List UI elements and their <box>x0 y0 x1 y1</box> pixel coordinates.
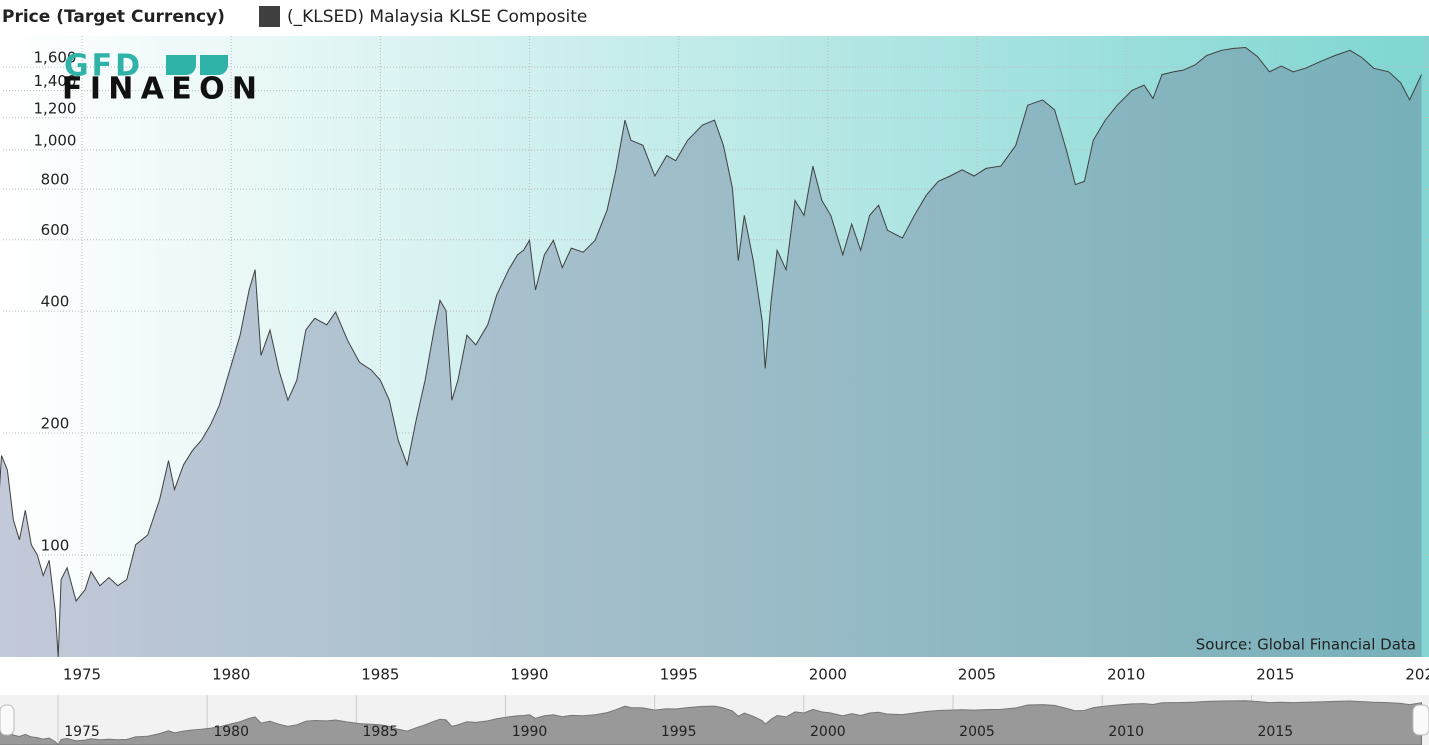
navigator-tick-label: 2015 <box>1258 724 1294 740</box>
y-tick-label: 600 <box>41 221 70 239</box>
legend-swatch[interactable] <box>259 6 280 27</box>
x-tick-label: 1975 <box>63 666 101 684</box>
x-tick-label: 2020 <box>1405 666 1429 684</box>
y-tick-label: 200 <box>41 415 70 433</box>
source-note: Source: Global Financial Data <box>1196 636 1416 654</box>
logo-subtext: FINAEON <box>62 72 257 107</box>
navigator-tick-label: 1985 <box>363 724 399 740</box>
y-tick-label: 400 <box>41 293 70 311</box>
x-tick-label: 1995 <box>660 666 698 684</box>
navigator-tick-label: 2010 <box>1108 724 1144 740</box>
x-tick-label: 1980 <box>212 666 250 684</box>
navigator-handle[interactable] <box>1412 704 1429 736</box>
navigator-tick-label: 1995 <box>661 724 697 740</box>
legend-label[interactable]: (_KLSED) Malaysia KLSE Composite <box>287 7 587 27</box>
y-tick-label: 800 <box>41 171 70 189</box>
x-tick-label: 1990 <box>510 666 548 684</box>
y-tick-label: 1,600 <box>34 49 77 67</box>
x-tick-label: 1985 <box>361 666 399 684</box>
plot: 100 200 400 600 800 1,000 1,200 1,400 1,600 <box>0 36 1429 658</box>
y-tick-label: 1,200 <box>34 99 77 117</box>
logo-icon <box>166 55 228 75</box>
navigator-tick-label: 1975 <box>64 724 100 740</box>
chart-title: Price (Target Currency) <box>2 7 225 27</box>
navigator-series <box>0 695 1423 745</box>
navigator-tick-label: 1990 <box>512 724 548 740</box>
x-tick-label: 2010 <box>1107 666 1145 684</box>
navigator-handle[interactable] <box>0 704 15 736</box>
navigator-tick-label: 1980 <box>213 724 249 740</box>
y-tick-label: 100 <box>41 536 70 554</box>
navigator-tick-label: 2000 <box>810 724 846 740</box>
y-tick-label: 1,000 <box>34 131 77 149</box>
x-tick-label: 2005 <box>958 666 996 684</box>
logo-text: GFD <box>64 49 143 84</box>
series-line <box>0 46 1422 658</box>
navigator-area <box>0 700 1423 745</box>
area-fill <box>0 47 1422 657</box>
navigator-tick-label: 2005 <box>959 724 995 740</box>
x-tick-label: 2015 <box>1256 666 1294 684</box>
y-tick-label: 1,400 <box>34 72 77 90</box>
x-tick-label: 2000 <box>809 666 847 684</box>
